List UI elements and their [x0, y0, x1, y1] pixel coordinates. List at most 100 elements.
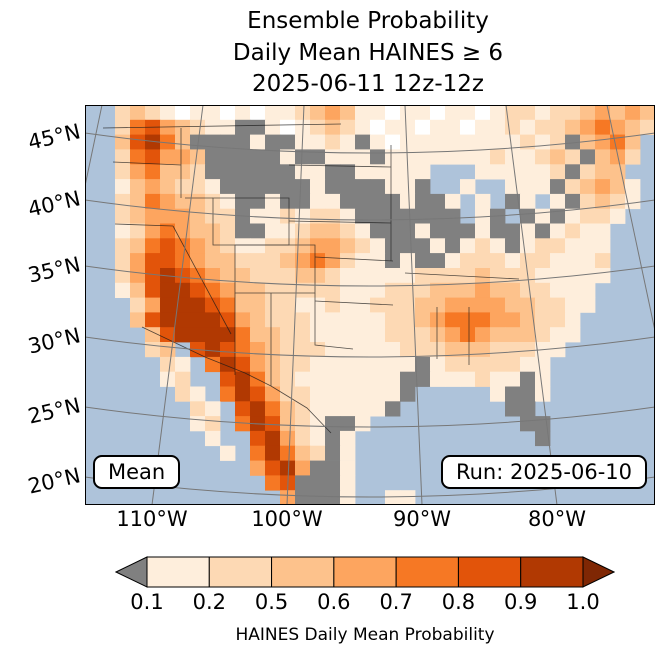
grid-cell: [340, 193, 356, 210]
grid-cell: [160, 342, 176, 358]
grid-cell: [250, 193, 266, 210]
grid-cell: [550, 193, 566, 210]
grid-cell: [295, 297, 311, 313]
grid-cell: [370, 238, 386, 254]
grid-cell: [400, 386, 416, 402]
grid-cell: [340, 253, 356, 269]
grid-cell: [445, 327, 461, 343]
grid-cell: [190, 297, 206, 313]
grid-cell: [550, 149, 566, 165]
grid-cell: [535, 430, 551, 447]
grid-cell: [520, 401, 536, 417]
grid-cell: [325, 490, 341, 505]
grid-cell: [550, 134, 566, 150]
grid-cell: [460, 253, 476, 269]
title-line-3: 2025-06-11 12z-12z: [252, 71, 484, 98]
grid-cell: [235, 297, 251, 313]
grid-cell: [535, 312, 551, 328]
grid-cell: [175, 238, 191, 254]
colorbar-segment: [520, 556, 584, 588]
grid-cell: [355, 312, 371, 328]
grid-cell: [280, 164, 296, 180]
grid-cell: [145, 208, 161, 224]
grid-cell: [400, 105, 416, 121]
grid-cell: [385, 490, 401, 505]
grid-cell: [640, 119, 655, 135]
grid-cell: [430, 356, 446, 373]
grid-cell: [205, 164, 221, 180]
grid-cell: [205, 416, 221, 432]
grid-cell: [505, 282, 521, 298]
grid-cell: [220, 342, 236, 358]
grid-cell: [565, 253, 581, 269]
grid-cell: [310, 164, 326, 180]
grid-cell: [580, 268, 596, 284]
grid-cell: [265, 223, 281, 239]
grid-cell: [520, 105, 536, 121]
grid-cell: [430, 253, 446, 269]
grid-cell: [370, 342, 386, 358]
grid-cell: [250, 149, 266, 165]
grid-cell: [625, 179, 641, 195]
grid-cell: [460, 149, 476, 165]
grid-cell: [430, 268, 446, 284]
grid-cell: [250, 282, 266, 298]
colorbar-segment: [457, 556, 522, 588]
colorbar-tick-label: 0.9: [504, 590, 538, 614]
grid-cell: [580, 223, 596, 239]
grid-cell: [190, 386, 206, 402]
grid-cell: [565, 238, 581, 254]
grid-cell: [205, 253, 221, 269]
grid-cell: [265, 356, 281, 373]
grid-cell: [295, 179, 311, 195]
grid-cell: [295, 356, 311, 373]
grid-cell: [190, 179, 206, 195]
grid-cell: [550, 208, 566, 224]
grid-cell: [580, 105, 596, 121]
grid-cell: [265, 253, 281, 269]
grid-cell: [325, 386, 341, 402]
grid-cell: [355, 179, 371, 195]
grid-cell: [625, 149, 641, 165]
grid-cell: [325, 356, 341, 373]
grid-cell: [340, 134, 356, 150]
grid-cell: [175, 134, 191, 150]
grid-cell: [460, 179, 476, 195]
grid-cell: [460, 119, 476, 135]
grid-cell: [565, 223, 581, 239]
lon-tick-label: 90°W: [393, 507, 451, 531]
grid-cell: [295, 164, 311, 180]
grid-cell: [325, 282, 341, 298]
grid-cell: [220, 134, 236, 150]
grid-cell: [505, 238, 521, 254]
grid-cell: [415, 164, 431, 180]
grid-cell: [520, 223, 536, 239]
grid-cell: [280, 416, 296, 432]
grid-cell: [265, 445, 281, 461]
grid-cell: [220, 282, 236, 298]
grid-cell: [580, 119, 596, 135]
grid-cell: [280, 134, 296, 150]
grid-cell: [340, 119, 356, 135]
colorbar-segment: [208, 556, 273, 588]
grid-cell: [190, 312, 206, 328]
grid-cell: [190, 253, 206, 269]
grid-cell: [400, 327, 416, 343]
grid-cell: [265, 312, 281, 328]
colorbar-tick-label: 0.7: [379, 590, 413, 614]
grid-cell: [550, 105, 566, 121]
grid-cell: [505, 193, 521, 210]
grid-cell: [370, 253, 386, 269]
grid-cell: [445, 149, 461, 165]
grid-cell: [175, 371, 191, 387]
grid-cell: [355, 416, 371, 432]
grid-cell: [400, 238, 416, 254]
grid-cell: [505, 105, 521, 121]
grid-cell: [175, 312, 191, 328]
grid-cell: [415, 371, 431, 387]
grid-cell: [310, 371, 326, 387]
grid-cell: [400, 134, 416, 150]
grid-cell: [295, 238, 311, 254]
grid-cell: [160, 312, 176, 328]
grid-cell: [340, 386, 356, 402]
